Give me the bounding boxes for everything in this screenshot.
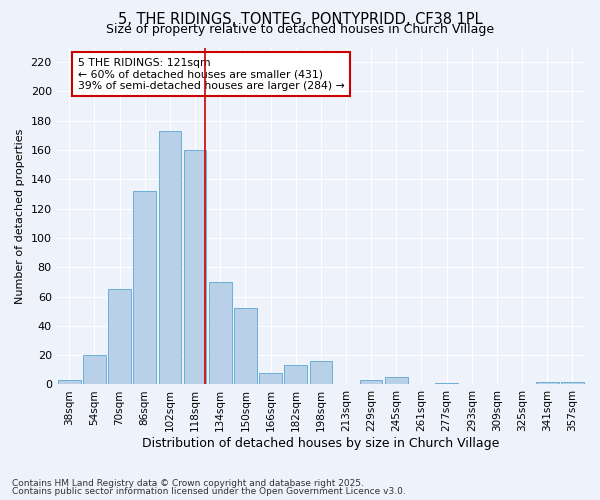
Text: Contains public sector information licensed under the Open Government Licence v3: Contains public sector information licen… bbox=[12, 487, 406, 496]
Bar bbox=[310, 361, 332, 384]
Y-axis label: Number of detached properties: Number of detached properties bbox=[15, 128, 25, 304]
Bar bbox=[385, 377, 407, 384]
Text: Contains HM Land Registry data © Crown copyright and database right 2025.: Contains HM Land Registry data © Crown c… bbox=[12, 478, 364, 488]
Bar bbox=[259, 372, 282, 384]
X-axis label: Distribution of detached houses by size in Church Village: Distribution of detached houses by size … bbox=[142, 437, 500, 450]
Bar bbox=[234, 308, 257, 384]
Text: 5, THE RIDINGS, TONTEG, PONTYPRIDD, CF38 1PL: 5, THE RIDINGS, TONTEG, PONTYPRIDD, CF38… bbox=[118, 12, 482, 28]
Bar bbox=[158, 131, 181, 384]
Bar bbox=[561, 382, 584, 384]
Bar bbox=[436, 383, 458, 384]
Bar bbox=[360, 380, 382, 384]
Bar bbox=[83, 355, 106, 384]
Bar bbox=[284, 366, 307, 384]
Bar bbox=[108, 289, 131, 384]
Bar bbox=[58, 380, 80, 384]
Bar bbox=[133, 191, 156, 384]
Bar bbox=[209, 282, 232, 384]
Bar bbox=[536, 382, 559, 384]
Bar bbox=[184, 150, 206, 384]
Text: 5 THE RIDINGS: 121sqm
← 60% of detached houses are smaller (431)
39% of semi-det: 5 THE RIDINGS: 121sqm ← 60% of detached … bbox=[78, 58, 344, 91]
Text: Size of property relative to detached houses in Church Village: Size of property relative to detached ho… bbox=[106, 22, 494, 36]
